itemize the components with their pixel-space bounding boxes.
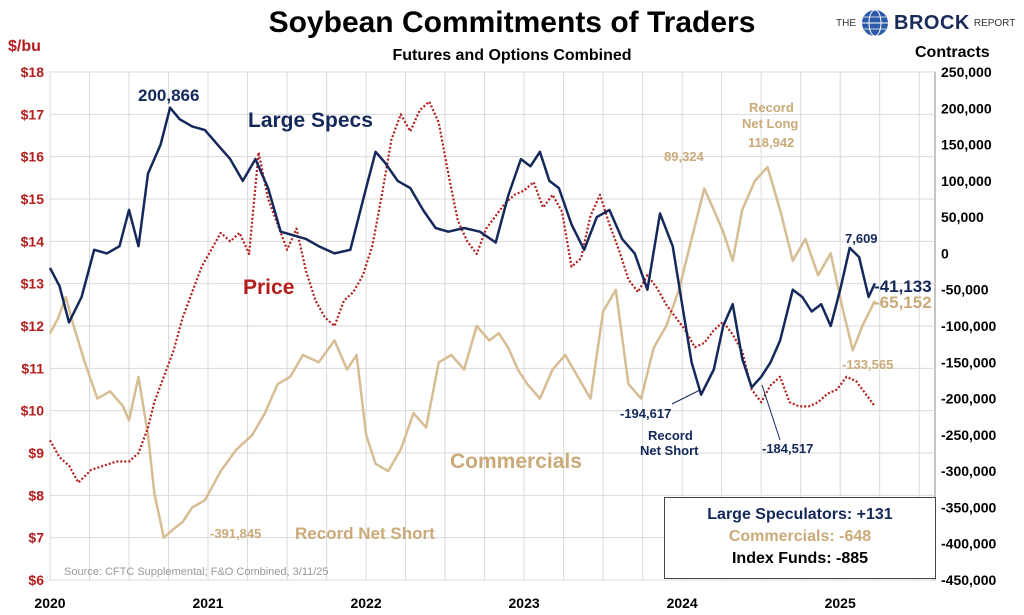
right-tick-label: 150,000 — [941, 137, 992, 153]
ls-record-short-text2: Net Short — [640, 443, 699, 458]
x-tick-label: 2023 — [509, 595, 540, 611]
legend-index-funds: Index Funds: -885 — [731, 550, 869, 567]
left-tick-label: $7 — [28, 530, 44, 546]
right-tick-label: -450,000 — [941, 572, 996, 588]
ls-recent-high-label: 7,609 — [845, 231, 878, 246]
comm-recent-low-label: -133,565 — [842, 357, 893, 372]
brand-name: BROCK — [894, 11, 970, 34]
left-tick-label: $11 — [21, 360, 44, 376]
left-tick-label: $12 — [21, 318, 45, 334]
ls-record-short-leader — [671, 389, 701, 405]
right-tick-label: 250,000 — [941, 64, 992, 80]
brand-report: REPORT — [973, 17, 1016, 29]
chart-title: Soybean Commitments of Traders — [268, 6, 756, 39]
chart-subtitle: Futures and Options Combined — [392, 47, 632, 64]
ls-low-2024-label: -184,517 — [762, 441, 813, 456]
left-tick-label: $18 — [21, 64, 45, 80]
x-tick-label: 2024 — [667, 595, 698, 611]
right-tick-label: -350,000 — [941, 499, 996, 515]
source-note: Source: CFTC Supplemental; F&O Combined,… — [64, 566, 329, 578]
left-tick-label: $14 — [21, 233, 45, 249]
commercials-label: Commercials — [450, 450, 582, 473]
ls-low-2024-leader — [761, 384, 781, 441]
left-tick-label: $6 — [28, 572, 44, 588]
ls-peak-label: 200,866 — [138, 86, 199, 105]
left-tick-label: $10 — [21, 403, 45, 419]
large-specs-label: Large Specs — [248, 109, 373, 132]
left-axis-unit: $/bu — [8, 38, 41, 55]
ls-record-short-text1: Record — [648, 428, 693, 443]
right-tick-label: -50,000 — [941, 282, 989, 298]
right-tick-label: -300,000 — [941, 463, 996, 479]
x-tick-label: 2022 — [350, 595, 381, 611]
right-tick-label: -150,000 — [941, 354, 996, 370]
comm-low-2021-label: -391,845 — [210, 526, 261, 541]
comm-record-long-text1: Record — [749, 100, 794, 115]
comm-record-long-value: 118,942 — [748, 135, 794, 150]
comm-2024-peak-label: 89,324 — [664, 149, 705, 164]
left-tick-label: $17 — [21, 106, 45, 122]
right-tick-label: 0 — [941, 245, 949, 261]
right-tick-label: 50,000 — [941, 209, 984, 225]
legend-large-specs: Large Speculators: +131 — [707, 506, 893, 523]
right-axis-unit: Contracts — [915, 44, 990, 61]
series-line-commercials — [48, 165, 877, 540]
brand-the: THE — [836, 17, 856, 29]
comm-record-short-text: Record Net Short — [295, 524, 435, 543]
right-tick-label: -250,000 — [941, 427, 996, 443]
right-tick-label: -200,000 — [941, 391, 996, 407]
x-tick-label: 2020 — [34, 595, 65, 611]
x-tick-label: 2025 — [825, 595, 856, 611]
comm-last-label: -65,152 — [874, 293, 932, 312]
right-tick-label: -400,000 — [941, 536, 996, 552]
globe-icon — [862, 9, 888, 37]
left-tick-label: $15 — [21, 191, 45, 207]
left-tick-label: $13 — [21, 276, 45, 292]
comm-record-long-text2: Net Long — [742, 116, 798, 131]
series-line-price — [49, 100, 876, 484]
ls-record-short-value: -194,617 — [620, 406, 671, 421]
x-tick-label: 2021 — [192, 595, 223, 611]
ls-last-label: -41,133 — [874, 277, 932, 296]
left-tick-label: $9 — [28, 445, 44, 461]
left-tick-label: $16 — [21, 149, 45, 165]
right-tick-label: 100,000 — [941, 173, 992, 189]
left-tick-label: $8 — [28, 487, 44, 503]
right-tick-label: -100,000 — [941, 318, 996, 334]
legend-box: Large Speculators: +131 Commercials: -64… — [664, 497, 936, 579]
price-label: Price — [243, 276, 294, 299]
brand-logo: THE BROCK REPORT — [836, 8, 1015, 38]
right-tick-label: 200,000 — [941, 100, 992, 116]
legend-commercials: Commercials: -648 — [728, 528, 872, 545]
series-line-large-specs — [48, 106, 877, 396]
